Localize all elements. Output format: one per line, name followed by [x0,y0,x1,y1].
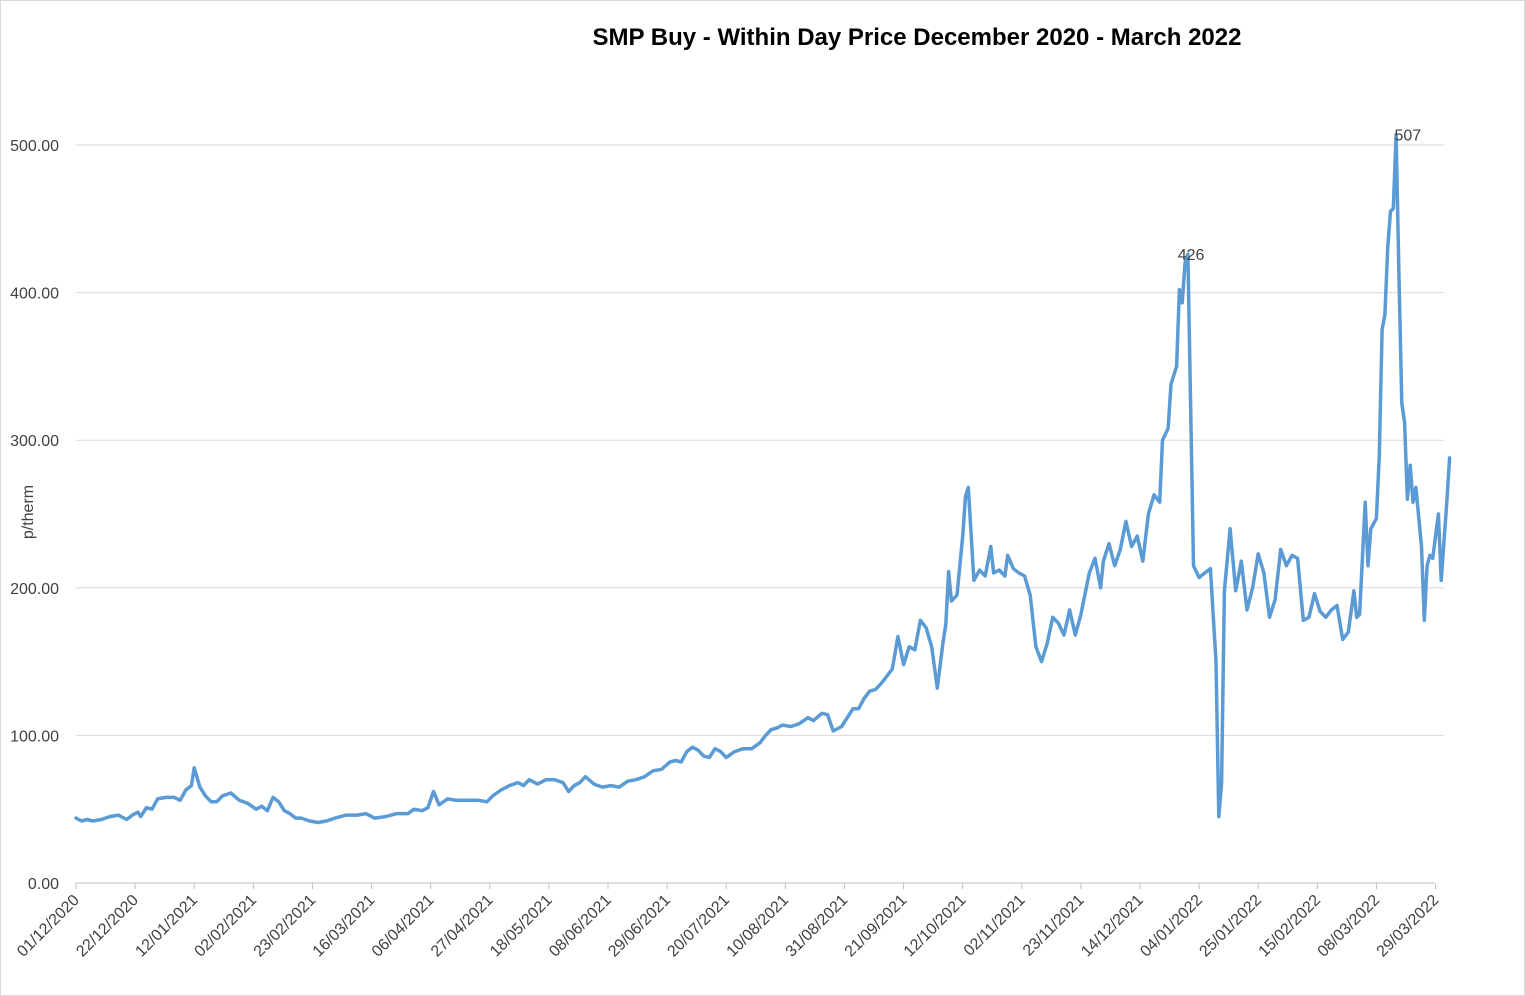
x-tick-label: 29/03/2022 [1374,892,1443,961]
x-tick-label: 06/04/2021 [369,892,438,961]
x-tick-label: 20/07/2021 [664,892,733,961]
peak-annotation: 507 [1394,128,1421,145]
x-tick-label: 23/11/2021 [1020,892,1088,960]
x-tick-label: 15/02/2022 [1256,892,1325,961]
x-tick-label: 12/10/2021 [901,892,970,961]
x-tick-label: 12/01/2021 [132,892,201,961]
x-axis [75,882,1437,889]
x-tick-label: 01/12/2020 [14,892,83,961]
x-tick-label: 22/12/2020 [73,892,142,961]
series-line [74,132,1452,825]
annotations: 426 507 [1178,128,1422,265]
y-tick-label: 500.00 [10,138,59,155]
y-tick-label: 400.00 [10,286,59,303]
x-tick-label: 29/06/2021 [605,892,674,961]
x-tick-label: 16/03/2021 [310,892,379,961]
y-tick-label: 300.00 [10,433,59,450]
x-tick-label: 21/09/2021 [842,892,911,961]
x-tick-label: 08/03/2022 [1315,892,1384,961]
y-tick-label: 0.00 [28,876,59,893]
series-layer [74,132,1452,825]
x-tick-label: 18/05/2021 [487,892,556,961]
x-tick-label: 25/01/2022 [1196,892,1265,961]
y-axis-label: p/therm [20,485,37,539]
x-tick-label: 02/02/2021 [192,892,261,961]
chart-title: SMP Buy - Within Day Price December 2020… [593,24,1242,51]
x-axis-ticks: 01/12/202022/12/202012/01/202102/02/2021… [14,892,1442,961]
x-tick-label: 02/11/2021 [961,892,1029,960]
x-tick-label: 27/04/2021 [428,892,497,961]
y-tick-label: 200.00 [10,581,59,598]
x-tick-label: 10/08/2021 [724,892,793,961]
gridlines [76,144,1444,736]
x-tick-label: 31/08/2021 [783,892,852,961]
x-tick-label: 08/06/2021 [546,892,615,961]
y-axis-ticks: 0.00 100.00 200.00 300.00 400.00 500.00 [10,138,59,893]
y-tick-label: 100.00 [10,728,59,745]
x-tick-label: 23/02/2021 [251,892,320,961]
x-tick-label: 04/01/2022 [1137,892,1206,961]
peak-annotation: 426 [1178,247,1205,264]
x-tick-label: 14/12/2021 [1078,892,1147,961]
